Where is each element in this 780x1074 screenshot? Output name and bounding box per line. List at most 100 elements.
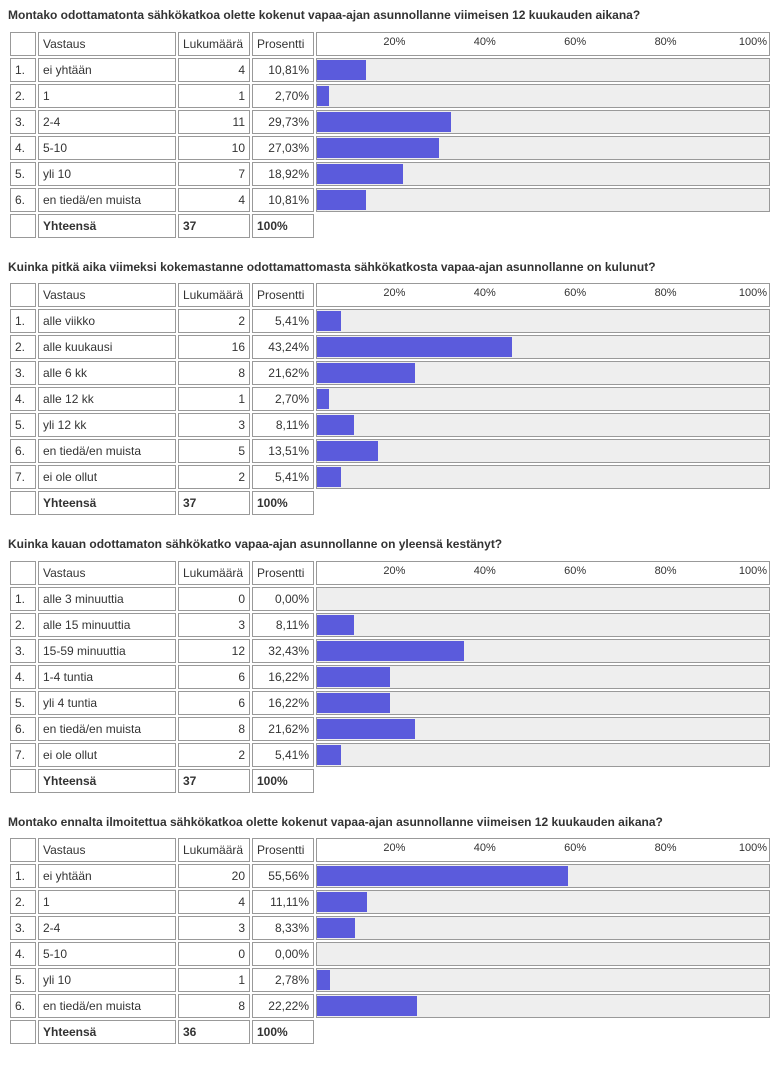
row-percent: 27,03% xyxy=(252,136,314,160)
row-index: 7. xyxy=(10,465,36,489)
total-bar-blank xyxy=(316,214,770,238)
table-row: 4.5-1000,00% xyxy=(10,942,770,966)
row-percent: 32,43% xyxy=(252,639,314,663)
row-index: 5. xyxy=(10,968,36,992)
row-count: 3 xyxy=(178,613,250,637)
table-row: 2.alle 15 minuuttia38,11% xyxy=(10,613,770,637)
header-percent: Prosentti xyxy=(252,561,314,585)
bar-bg xyxy=(317,892,769,912)
row-count: 2 xyxy=(178,743,250,767)
axis-tick: 40% xyxy=(474,36,498,48)
row-index: 4. xyxy=(10,387,36,411)
total-blank xyxy=(10,214,36,238)
bar-fill xyxy=(317,996,417,1016)
row-percent: 8,11% xyxy=(252,613,314,637)
table-row: 4.1-4 tuntia616,22% xyxy=(10,665,770,689)
axis-tick: 40% xyxy=(474,842,498,854)
row-percent: 2,70% xyxy=(252,84,314,108)
header-answer: Vastaus xyxy=(38,561,176,585)
bar-bg xyxy=(317,415,769,435)
bar-fill xyxy=(317,190,366,210)
survey-report: Montako odottamatonta sähkökatkoa olette… xyxy=(8,8,772,1046)
row-percent: 16,22% xyxy=(252,665,314,689)
bar-bg xyxy=(317,389,769,409)
row-count: 1 xyxy=(178,968,250,992)
row-index: 4. xyxy=(10,665,36,689)
bar-fill xyxy=(317,693,390,713)
header-axis: 20%40%60%80%100% xyxy=(316,561,770,585)
row-percent: 5,41% xyxy=(252,309,314,333)
row-bar-cell xyxy=(316,994,770,1018)
row-index: 6. xyxy=(10,994,36,1018)
row-bar-cell xyxy=(316,58,770,82)
table-row: 6.en tiedä/en muista513,51% xyxy=(10,439,770,463)
bar-bg xyxy=(317,918,769,938)
row-bar-cell xyxy=(316,84,770,108)
row-bar-cell xyxy=(316,743,770,767)
row-percent: 8,33% xyxy=(252,916,314,940)
axis-tick: 20% xyxy=(383,565,407,577)
row-index: 1. xyxy=(10,864,36,888)
row-answer: ei ole ollut xyxy=(38,465,176,489)
row-index: 1. xyxy=(10,587,36,611)
table-row: 2.112,70% xyxy=(10,84,770,108)
question-block: Kuinka kauan odottamaton sähkökatko vapa… xyxy=(8,537,772,795)
total-percent: 100% xyxy=(252,1020,314,1044)
bar-fill xyxy=(317,415,354,435)
survey-table: VastausLukumääräProsentti20%40%60%80%100… xyxy=(8,836,772,1046)
row-count: 10 xyxy=(178,136,250,160)
header-answer: Vastaus xyxy=(38,32,176,56)
question-block: Kuinka pitkä aika viimeksi kokemastanne … xyxy=(8,260,772,518)
header-axis: 20%40%60%80%100% xyxy=(316,283,770,307)
bar-bg xyxy=(317,363,769,383)
row-count: 4 xyxy=(178,58,250,82)
row-answer: yli 10 xyxy=(38,162,176,186)
bar-bg xyxy=(317,996,769,1016)
row-answer: 2-4 xyxy=(38,110,176,134)
table-row: 1.ei yhtään2055,56% xyxy=(10,864,770,888)
row-percent: 10,81% xyxy=(252,58,314,82)
bar-fill xyxy=(317,164,403,184)
bar-fill xyxy=(317,667,390,687)
row-percent: 21,62% xyxy=(252,717,314,741)
bar-bg xyxy=(317,693,769,713)
row-answer: 1-4 tuntia xyxy=(38,665,176,689)
row-bar-cell xyxy=(316,942,770,966)
row-bar-cell xyxy=(316,864,770,888)
bar-bg xyxy=(317,190,769,210)
table-row: 4.5-101027,03% xyxy=(10,136,770,160)
table-row: 3.15-59 minuuttia1232,43% xyxy=(10,639,770,663)
header-answer: Vastaus xyxy=(38,838,176,862)
row-index: 6. xyxy=(10,439,36,463)
row-percent: 55,56% xyxy=(252,864,314,888)
bar-fill xyxy=(317,719,415,739)
bar-fill xyxy=(317,60,366,80)
table-row: 3.alle 6 kk821,62% xyxy=(10,361,770,385)
row-percent: 16,22% xyxy=(252,691,314,715)
row-percent: 21,62% xyxy=(252,361,314,385)
row-percent: 0,00% xyxy=(252,942,314,966)
row-index: 2. xyxy=(10,84,36,108)
bar-bg xyxy=(317,337,769,357)
table-header-row: VastausLukumääräProsentti20%40%60%80%100… xyxy=(10,32,770,56)
row-answer: ei ole ollut xyxy=(38,743,176,767)
bar-fill xyxy=(317,441,378,461)
row-answer: alle viikko xyxy=(38,309,176,333)
bar-fill xyxy=(317,363,415,383)
total-row: Yhteensä37100% xyxy=(10,769,770,793)
question-block: Montako ennalta ilmoitettua sähkökatkoa … xyxy=(8,815,772,1047)
table-row: 5.yli 10718,92% xyxy=(10,162,770,186)
row-answer: en tiedä/en muista xyxy=(38,188,176,212)
row-index: 1. xyxy=(10,309,36,333)
table-row: 2.alle kuukausi1643,24% xyxy=(10,335,770,359)
table-row: 7.ei ole ollut25,41% xyxy=(10,465,770,489)
question-block: Montako odottamatonta sähkökatkoa olette… xyxy=(8,8,772,240)
row-index: 3. xyxy=(10,639,36,663)
table-header-row: VastausLukumääräProsentti20%40%60%80%100… xyxy=(10,838,770,862)
row-bar-cell xyxy=(316,439,770,463)
row-index: 6. xyxy=(10,717,36,741)
bar-bg xyxy=(317,311,769,331)
bar-fill xyxy=(317,892,367,912)
row-bar-cell xyxy=(316,361,770,385)
bar-bg xyxy=(317,164,769,184)
